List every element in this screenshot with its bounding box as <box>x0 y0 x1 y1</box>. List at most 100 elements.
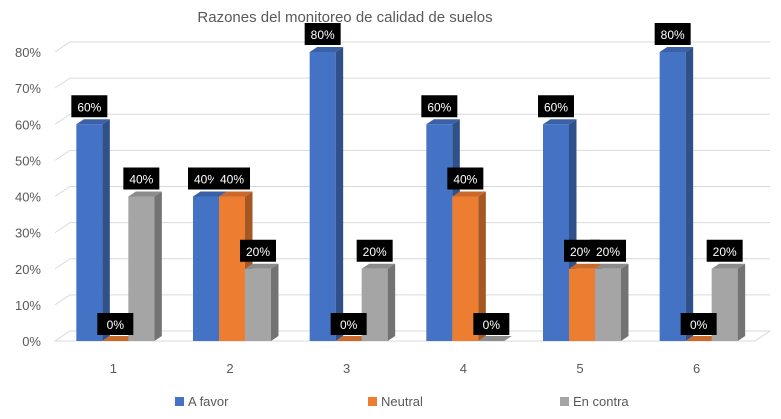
bar-a-favor-3 <box>309 47 344 341</box>
bar-top <box>245 263 279 269</box>
gridline <box>54 149 770 161</box>
data-label-text: 20% <box>713 245 737 259</box>
data-label-text: 20% <box>363 245 387 259</box>
data-label: 0% <box>473 313 510 335</box>
data-label-box <box>214 167 250 190</box>
y-tick-label: 20% <box>15 262 41 277</box>
data-label-text: 40% <box>453 173 477 187</box>
legend-swatch <box>560 397 569 406</box>
bar-front <box>543 124 569 341</box>
data-label: 60% <box>538 95 574 118</box>
bar-neutral-3 <box>335 336 370 341</box>
bar-top <box>543 119 577 125</box>
bar-top <box>569 263 603 269</box>
x-axis: 1 2 3 4 5 6 <box>110 361 701 376</box>
data-label-text: 0% <box>483 318 501 332</box>
bar-front <box>659 52 686 341</box>
data-label-box <box>356 239 393 262</box>
bar-top <box>426 119 460 125</box>
data-label-box <box>680 313 717 335</box>
data-labels: 60%0%40% 40% 40%20%80%0%20%60%40%0%60%20% 2… <box>71 23 743 335</box>
data-label: 20% <box>240 239 276 262</box>
data-label-box <box>123 167 160 190</box>
bar-en-contra-2 <box>245 263 279 341</box>
bar-front <box>245 268 271 341</box>
data-label-box <box>654 23 691 45</box>
gridline <box>54 294 770 306</box>
data-label-text: 60% <box>427 100 451 114</box>
bar-front <box>193 196 219 341</box>
data-label-text: 80% <box>661 28 685 42</box>
x-tick-label: 3 <box>343 361 350 376</box>
data-label: 40% <box>123 167 160 190</box>
bar-top <box>659 47 694 52</box>
y-tick-label: 60% <box>15 117 41 132</box>
bar-top <box>309 47 344 52</box>
data-label-box <box>473 313 510 335</box>
bar-top <box>711 263 746 269</box>
bars <box>76 47 746 341</box>
data-label: 40% <box>447 167 484 190</box>
bar-top <box>335 336 370 341</box>
bar-side <box>102 119 110 341</box>
bar-side <box>387 263 396 341</box>
gridline <box>54 258 770 270</box>
data-label-text: 40% <box>194 173 218 187</box>
y-tick-label: 40% <box>15 190 41 205</box>
y-tick-label: 70% <box>15 81 41 96</box>
data-label: 20% <box>706 239 743 262</box>
gridline <box>54 186 770 197</box>
data-label-text: 60% <box>544 100 568 114</box>
bar-en-contra-1 <box>128 191 162 341</box>
bar-side <box>154 191 162 341</box>
bar-top <box>595 263 629 269</box>
bar-a-favor-6 <box>659 47 694 341</box>
y-tick-label: 0% <box>22 334 41 349</box>
bar-a-favor-1 <box>76 119 110 341</box>
legend-item-en-contra: En contra <box>560 394 629 409</box>
legend: A favor Neutral En contra <box>175 394 629 409</box>
data-label-box <box>590 239 626 262</box>
data-label: 40% <box>214 167 250 190</box>
data-label-box <box>240 239 276 262</box>
bar-top <box>478 336 512 341</box>
data-label-text: 40% <box>129 173 153 187</box>
data-label: 60% <box>71 95 108 118</box>
gridline <box>54 113 770 125</box>
bar-en-contra-3 <box>361 263 396 341</box>
bar-front <box>219 196 245 341</box>
bar-neutral-6 <box>685 336 720 341</box>
legend-label: Neutral <box>381 394 423 409</box>
data-label-text: 60% <box>77 100 101 114</box>
data-label-text: 0% <box>340 318 358 332</box>
bar-top <box>128 191 162 197</box>
y-tick-label: 80% <box>15 45 41 60</box>
legend-swatch <box>368 397 377 406</box>
data-label-box <box>706 239 743 262</box>
bar-side <box>621 263 629 341</box>
bar-front <box>309 52 336 341</box>
x-tick-label: 2 <box>226 361 233 376</box>
bar-top <box>361 263 396 269</box>
bar-front <box>426 124 453 341</box>
data-label-box <box>421 95 458 118</box>
bar-front <box>569 268 595 341</box>
legend-item-a-favor: A favor <box>175 394 229 409</box>
bar-top <box>76 119 110 125</box>
bar-top <box>193 191 227 197</box>
data-label-box <box>538 95 574 118</box>
data-label-box <box>330 313 367 335</box>
data-label-text: 0% <box>107 318 125 332</box>
bar-side <box>737 263 746 341</box>
y-axis: 0% 10% 20% 30% 40% 50% 60% 70% 80% <box>15 45 41 349</box>
legend-label: En contra <box>573 394 629 409</box>
gridline <box>54 41 770 53</box>
data-label-text: 0% <box>690 318 708 332</box>
data-label: 80% <box>304 23 341 45</box>
x-tick-label: 4 <box>460 361 467 376</box>
data-label-text: 20% <box>596 245 620 259</box>
bar-front <box>76 124 103 341</box>
y-tick-label: 10% <box>15 298 41 313</box>
gridlines <box>54 41 770 342</box>
